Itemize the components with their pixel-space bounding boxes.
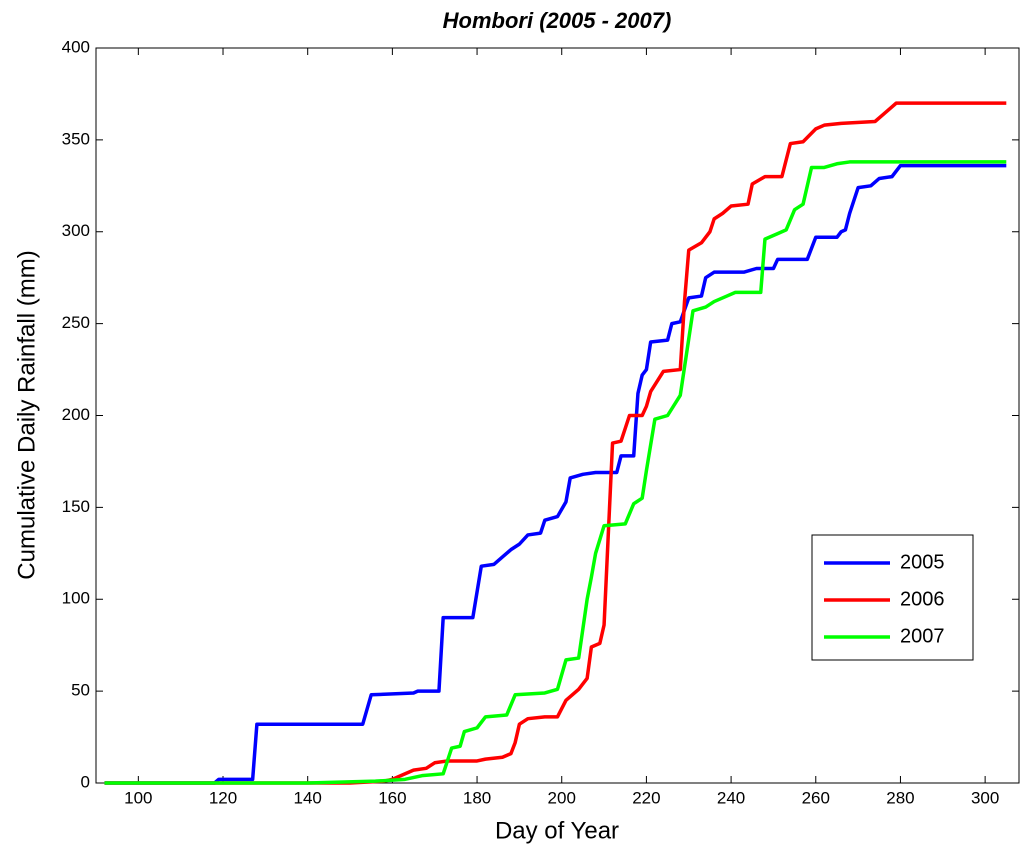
- plot-area: [95, 47, 1020, 784]
- line-series: [104, 163, 1007, 785]
- x-tick-label: 300: [971, 788, 999, 807]
- x-tick-label: 100: [124, 788, 152, 807]
- legend-label: 2005: [900, 551, 945, 573]
- x-tick-label: 260: [802, 788, 830, 807]
- x-tick-label: 140: [294, 788, 322, 807]
- y-axis-label: Cumulative Daily Rainfall (mm): [13, 250, 40, 579]
- y-tick-label: 0: [81, 772, 90, 791]
- y-tick-label: 150: [62, 497, 90, 516]
- y-tick-label: 100: [62, 589, 90, 608]
- x-tick-label: 220: [632, 788, 660, 807]
- legend-box: [811, 534, 974, 661]
- x-tick-label: 240: [717, 788, 745, 807]
- x-axis-label: Day of Year: [495, 817, 619, 844]
- x-tick-label: 160: [378, 788, 406, 807]
- legend-label: 2007: [900, 625, 945, 647]
- chart-title: Hombori (2005 - 2007): [443, 8, 672, 33]
- y-tick-label: 300: [62, 221, 90, 240]
- y-tick-label: 50: [71, 681, 90, 700]
- y-tick-label: 350: [62, 129, 90, 148]
- legend-label: 2006: [900, 588, 945, 610]
- line-series: [104, 160, 1007, 785]
- line-series: [104, 101, 1007, 785]
- x-tick-label: 180: [463, 788, 491, 807]
- y-tick-label: 250: [62, 313, 90, 332]
- x-tick-label: 120: [209, 788, 237, 807]
- x-tick-label: 280: [886, 788, 914, 807]
- y-tick-label: 400: [62, 37, 90, 56]
- y-tick-label: 200: [62, 405, 90, 424]
- x-tick-label: 200: [548, 788, 576, 807]
